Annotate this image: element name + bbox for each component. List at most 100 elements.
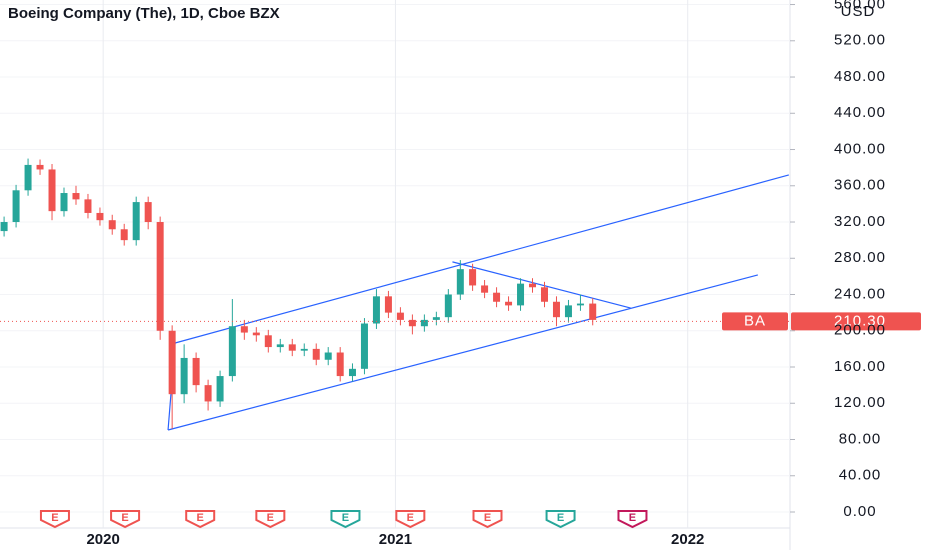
- trend-line: [174, 174, 789, 344]
- candle-body: [469, 269, 477, 286]
- earnings-label: E: [121, 512, 128, 524]
- candle: [336, 347, 344, 382]
- candle-body: [348, 368, 356, 377]
- candle-body: [192, 357, 200, 386]
- earnings-label: E: [557, 512, 564, 524]
- candle: [576, 294, 584, 311]
- earnings-event: E: [617, 510, 648, 529]
- earnings-badge: [185, 510, 216, 529]
- candle: [324, 347, 332, 366]
- earnings-event: E: [472, 510, 503, 529]
- x-tick-label: 2022: [671, 531, 704, 548]
- candle: [517, 278, 525, 311]
- candle-body: [228, 326, 236, 377]
- candle-body: [564, 305, 572, 318]
- earnings-badge: [39, 510, 70, 529]
- earnings-badge: [617, 510, 648, 529]
- candle: [180, 344, 188, 404]
- candle: [444, 289, 452, 323]
- y-tick-label: 360.00: [834, 177, 886, 194]
- candle: [360, 318, 368, 375]
- candle: [72, 185, 80, 205]
- candle-body: [456, 269, 464, 295]
- symbol-badge: [722, 312, 788, 331]
- earnings-badge: [545, 510, 576, 529]
- earnings-label: E: [484, 512, 491, 524]
- candle-body: [168, 330, 176, 395]
- candle-body: [60, 193, 68, 212]
- y-tick-label: 0.00: [843, 503, 876, 520]
- candle: [372, 289, 380, 329]
- candle: [48, 164, 56, 221]
- earnings-badge: [255, 510, 286, 529]
- overlay: BA 210.30 E E E E E E E E E: [0, 312, 921, 529]
- candle-body: [180, 357, 188, 395]
- candle: [96, 207, 104, 226]
- x-tick-label: 2021: [379, 531, 412, 548]
- candle: [252, 327, 260, 342]
- candle-body: [276, 344, 284, 348]
- candles: [0, 158, 597, 429]
- y-tick-label: 480.00: [834, 68, 886, 85]
- candle-body: [396, 312, 404, 320]
- candle: [228, 299, 236, 382]
- candle: [144, 196, 152, 230]
- candle-body: [108, 220, 116, 230]
- earnings-badge: [472, 510, 503, 529]
- candle-body: [48, 169, 56, 212]
- candle-body: [72, 193, 80, 200]
- candle-body: [216, 376, 224, 402]
- candle: [108, 214, 116, 235]
- candle-body: [120, 229, 128, 241]
- candle: [216, 370, 224, 407]
- candle: [384, 290, 392, 319]
- candle: [493, 287, 501, 308]
- candle: [564, 299, 572, 323]
- candle: [60, 187, 68, 217]
- symbol-label: BA: [744, 312, 766, 329]
- candle-body: [264, 335, 272, 348]
- candle-body: [408, 319, 416, 327]
- y-tick-label: 440.00: [834, 104, 886, 121]
- candle: [456, 260, 464, 300]
- candle-body: [444, 294, 452, 318]
- price-label: 210.30: [834, 312, 886, 329]
- candle-body: [132, 202, 140, 241]
- candle-body: [372, 296, 380, 324]
- candle-body: [432, 317, 440, 320]
- trend-line: [167, 274, 759, 431]
- candle-body: [384, 296, 392, 313]
- candle: [132, 196, 140, 246]
- chart-title: Boeing Company (The), 1D, Cboe BZX: [8, 5, 280, 22]
- candle: [420, 314, 428, 332]
- earnings-label: E: [342, 512, 349, 524]
- earnings-event: E: [39, 510, 70, 529]
- candle-body: [240, 326, 248, 333]
- candle-body: [300, 348, 308, 351]
- candle-body: [552, 301, 560, 318]
- candle: [36, 159, 44, 175]
- y-tick-label: 200.00: [834, 322, 886, 339]
- earnings-label: E: [51, 512, 58, 524]
- candle: [264, 329, 272, 353]
- earnings-event: E: [330, 510, 361, 529]
- y-tick-label: 560.00: [834, 0, 886, 12]
- candle: [529, 278, 537, 293]
- currency-box: [834, 3, 882, 21]
- candle-body: [493, 292, 501, 302]
- candle-body: [252, 332, 260, 336]
- currency-label: USD: [841, 3, 876, 20]
- earnings-label: E: [629, 512, 636, 524]
- earnings-event: E: [185, 510, 216, 529]
- candle: [396, 307, 404, 326]
- y-tick-label: 80.00: [839, 430, 882, 447]
- candle-body: [288, 344, 296, 351]
- candle: [120, 223, 128, 246]
- candle: [24, 158, 32, 196]
- earnings-label: E: [197, 512, 204, 524]
- earnings-badge: [110, 510, 141, 529]
- earnings-event: E: [395, 510, 426, 529]
- candle-body: [156, 222, 164, 331]
